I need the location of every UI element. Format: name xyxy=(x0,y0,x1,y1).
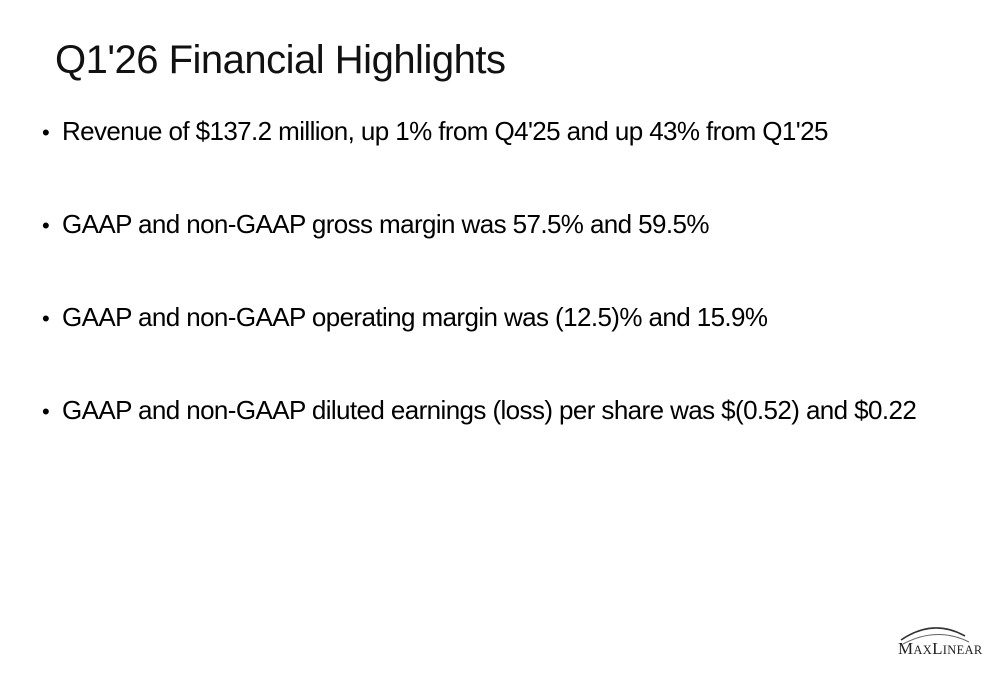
bullet-text: GAAP and non-GAAP diluted earnings (loss… xyxy=(62,395,917,425)
svg-text:MAXLINEAR: MAXLINEAR xyxy=(898,639,983,658)
bullet-text: GAAP and non-GAAP operating margin was (… xyxy=(62,302,768,332)
maxlinear-logo-icon: MAXLINEAR xyxy=(898,627,983,658)
bullet-dot-icon: • xyxy=(42,399,50,424)
bullet-dot-icon: • xyxy=(42,120,50,145)
bullet-dot-icon: • xyxy=(42,306,50,331)
slide-title: Q1'26 Financial Highlights xyxy=(55,38,506,82)
bullet-operating-margin: • GAAP and non-GAAP operating margin was… xyxy=(42,302,916,395)
highlights-list: • Revenue of $137.2 million, up 1% from … xyxy=(42,116,917,488)
bullet-gross-margin: • GAAP and non-GAAP gross margin was 57.… xyxy=(42,209,916,302)
bullet-text: Revenue of $137.2 million, up 1% from Q4… xyxy=(62,116,828,146)
bullet-dot-icon: • xyxy=(42,213,50,238)
bullet-eps: • GAAP and non-GAAP diluted earnings (lo… xyxy=(42,395,917,488)
bullet-text: GAAP and non-GAAP gross margin was 57.5%… xyxy=(62,209,709,239)
bullet-revenue: • Revenue of $137.2 million, up 1% from … xyxy=(42,116,916,209)
maxlinear-logo: MAXLINEAR xyxy=(893,620,993,670)
